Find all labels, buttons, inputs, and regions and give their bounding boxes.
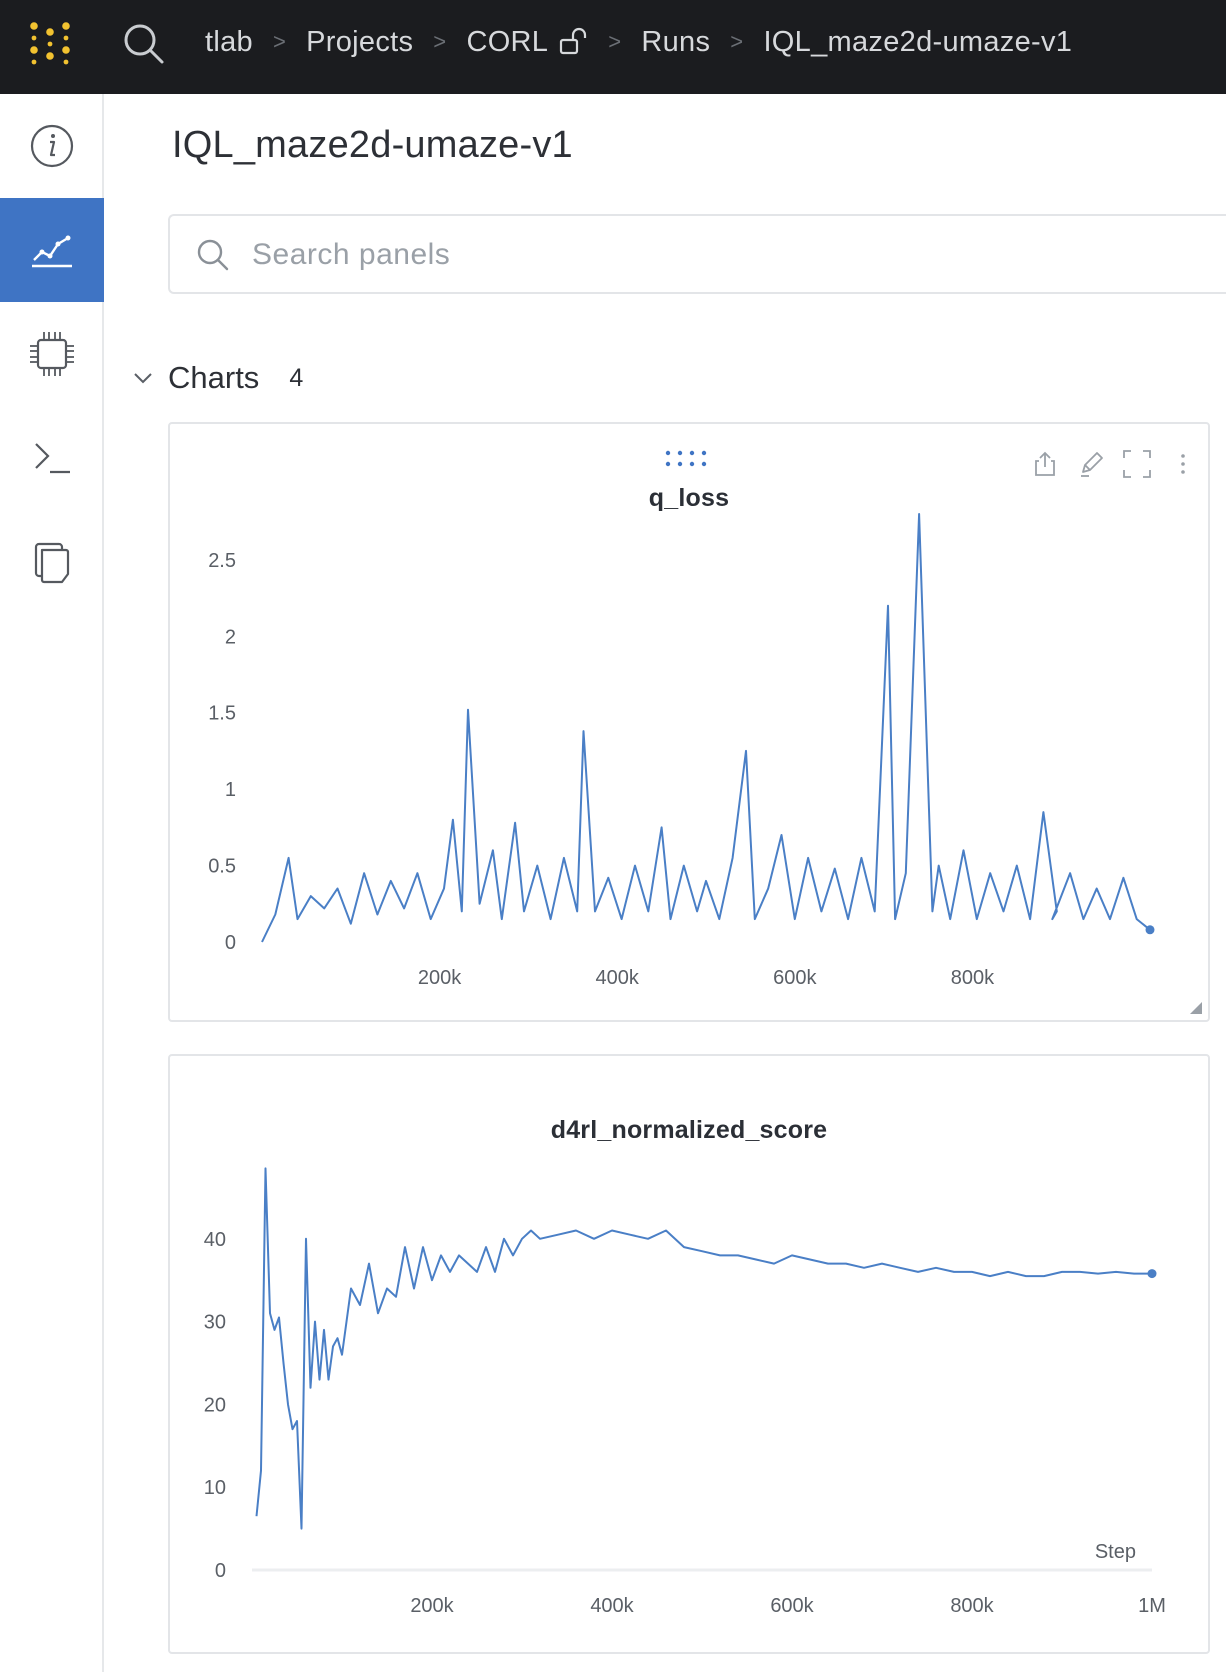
resize-handle-icon[interactable] [1190,1002,1202,1014]
logo-dot [31,35,37,41]
series-line [255,1167,1152,1530]
y-tick-label: 0 [215,1560,226,1582]
x-tick-label: 400k [590,1595,634,1617]
chevron-right-icon: > [433,29,447,54]
search-icon [197,239,229,271]
unlock-icon[interactable] [558,27,588,57]
files-icon [34,542,70,584]
app-logo-icon[interactable] [24,18,80,74]
fullscreen-icon[interactable] [1122,447,1152,481]
share-icon[interactable] [1030,447,1060,481]
chevron-right-icon: > [730,29,744,54]
drag-handle-icon[interactable] [664,448,714,470]
line-chart-icon [32,235,72,268]
sidebar [0,94,104,1672]
charts-section-header[interactable]: Charts 4 [130,356,303,400]
y-tick-label: 2 [225,626,236,648]
breadcrumb-entity[interactable]: tlab [205,25,253,58]
chevron-right-icon: > [608,29,622,54]
logo-dot [46,28,54,36]
x-tick-label: 600k [773,967,817,989]
logo-dot [63,35,69,41]
logo-dot [30,22,38,30]
x-tick-label: 600k [770,1595,814,1617]
top-bar: tlab > Projects > CORL > Runs > IQL_maze… [0,0,1226,94]
d4rl-normalized-score-chart: 0 10 20 30 40 200k 400k 600k 800k 1M Step [204,1167,1166,1617]
section-count: 4 [289,363,304,392]
sidebar-item-system[interactable] [0,302,104,406]
search-panels-field[interactable]: Search panels [168,214,1226,294]
logo-dot [31,59,37,65]
page-title: IQL_maze2d-umaze-v1 [172,124,573,166]
x-tick-label: 200k [410,1595,454,1617]
panel-toolbar [1014,446,1198,482]
logo-dot [47,41,53,47]
q-loss-chart: 0 0.5 1 1.5 2 2.5 200k 400k 600k 800k [208,513,1155,989]
breadcrumb-runs[interactable]: Runs [641,25,711,58]
x-tick-label: 800k [950,1595,994,1617]
y-tick-label: 10 [204,1477,226,1499]
y-tick-label: 2.5 [208,550,236,572]
search-placeholder: Search panels [252,238,451,271]
terminal-icon [35,443,70,474]
section-title: Charts [168,360,260,395]
series-line [261,513,1151,943]
x-tick-label: 800k [951,967,995,989]
info-icon [30,124,74,168]
x-tick-label: 1M [1138,1595,1166,1617]
logo-dot [62,22,70,30]
y-tick-label: 30 [204,1312,226,1334]
series-end-marker [1147,1269,1157,1279]
x-axis-label: Step [1095,1541,1136,1563]
y-tick-label: 0 [225,932,236,954]
x-tick-label: 200k [418,967,462,989]
y-tick-label: 1 [225,779,236,801]
more-vertical-icon[interactable] [1168,447,1198,481]
breadcrumb: tlab > Projects > CORL > Runs > IQL_maze… [205,0,1072,84]
logo-dot [30,46,38,54]
edit-pencil-icon[interactable] [1076,447,1106,481]
sidebar-item-logs[interactable] [0,406,104,510]
chart-title: d4rl_normalized_score [550,1116,828,1144]
y-tick-label: 1.5 [208,703,236,725]
sidebar-item-charts[interactable] [0,198,104,302]
y-tick-label: 40 [204,1229,226,1251]
chart-title: q_loss [648,484,730,512]
breadcrumb-project[interactable]: CORL [466,25,549,58]
breadcrumb-projects[interactable]: Projects [306,25,414,58]
search-icon[interactable] [120,20,170,70]
sidebar-item-files[interactable] [0,510,104,614]
logo-dot [62,46,70,54]
sidebar-item-overview[interactable] [0,94,104,198]
cpu-chip-icon [30,332,74,376]
breadcrumb-run[interactable]: IQL_maze2d-umaze-v1 [763,25,1073,58]
chevron-down-icon[interactable] [130,365,156,391]
logo-dot [46,52,54,60]
chart-panel-q-loss: q_loss 0 0.5 1 1.5 2 2.5 200k 400k 600k 800k [168,422,1210,1022]
logo-dot [63,59,69,65]
y-tick-label: 20 [204,1394,226,1416]
chart-panel-d4rl-normalized-score: d4rl_normalized_score 0 10 20 30 40 200k 400k 6… [168,1054,1210,1654]
series-end-marker [1145,925,1155,935]
chevron-right-icon: > [272,29,287,54]
x-tick-label: 400k [596,967,640,989]
y-tick-label: 0.5 [208,856,236,878]
